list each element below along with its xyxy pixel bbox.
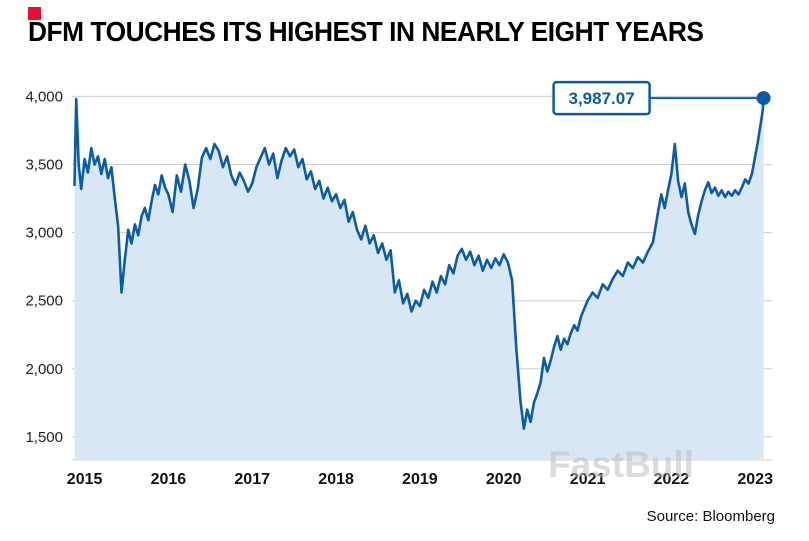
x-tick-label: 2018: [318, 471, 354, 488]
source-credit: Source: Bloomberg: [646, 508, 775, 525]
x-tick-label: 2020: [486, 471, 522, 488]
y-tick-label: 2,500: [25, 293, 63, 310]
red-square-mark: [28, 7, 41, 20]
callout-box: [552, 80, 651, 116]
y-tick-label: 1,500: [25, 429, 63, 446]
x-tick-label: 2017: [234, 471, 270, 488]
y-tick-label: 3,500: [25, 157, 63, 174]
x-tick-label: 2015: [67, 471, 103, 488]
callout-label: 3,987.07: [569, 89, 635, 108]
x-tick-label: 2023: [737, 471, 773, 488]
x-tick-label: 2016: [151, 471, 187, 488]
series-line: [73, 96, 765, 430]
y-tick-label: 4,000: [25, 88, 63, 105]
chart-title: DFM TOUCHES ITS HIGHEST IN NEARLY EIGHT …: [28, 16, 704, 47]
x-tick-label: 2022: [654, 471, 690, 488]
series-area: [74, 98, 764, 460]
x-tick-label: 2019: [402, 471, 438, 488]
endpoint-dot: [756, 91, 771, 106]
y-tick-label: 2,000: [25, 361, 63, 378]
y-tick-label: 3,000: [25, 225, 63, 242]
x-tick-label: 2021: [570, 471, 606, 488]
